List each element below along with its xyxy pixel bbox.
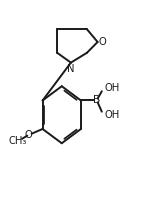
Text: O: O <box>99 37 107 47</box>
Text: CH₃: CH₃ <box>9 136 27 146</box>
Text: B: B <box>93 95 100 106</box>
Text: N: N <box>67 64 75 74</box>
Text: OH: OH <box>105 83 120 93</box>
Text: O: O <box>25 130 33 140</box>
Text: OH: OH <box>105 110 120 120</box>
